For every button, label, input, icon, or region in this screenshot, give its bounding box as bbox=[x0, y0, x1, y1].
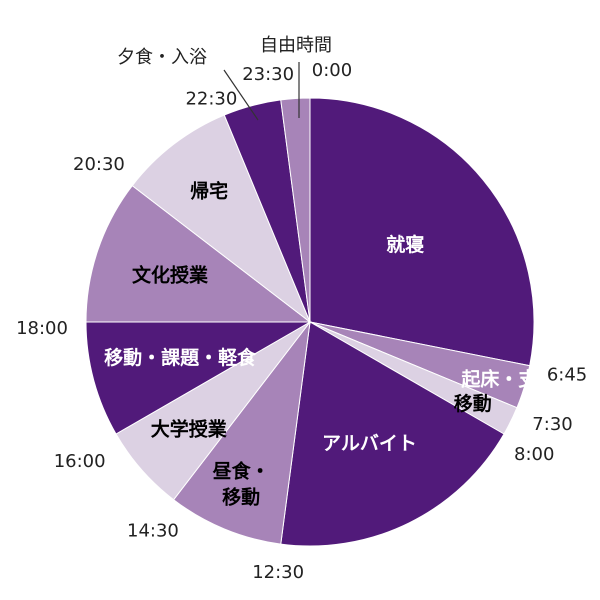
slice-label: 夕食・入浴 bbox=[117, 47, 207, 68]
time-label: 18:00 bbox=[16, 318, 68, 339]
pie-slices bbox=[85, 97, 535, 547]
slice-label: 移動 bbox=[454, 392, 492, 415]
slice-label: 大学授業 bbox=[151, 417, 228, 440]
callout-line bbox=[223, 69, 259, 121]
time-label: 7:30 bbox=[532, 414, 572, 435]
slice-label: 文化授業 bbox=[132, 263, 209, 286]
pie-slice bbox=[172, 320, 311, 545]
time-labels: 0:00 6:45 7:30 8:00 12:30 14:30 16:00 18:00 20:3… bbox=[16, 60, 587, 583]
slice-label: 自由時間 bbox=[260, 35, 332, 56]
pie-slice bbox=[280, 97, 311, 323]
time-label: 16:00 bbox=[54, 451, 106, 472]
slice-label: 移動・課題・軽食 bbox=[104, 346, 257, 369]
pie-slice bbox=[85, 321, 312, 435]
time-label: 14:30 bbox=[127, 521, 179, 542]
pie-slice bbox=[280, 321, 505, 547]
time-label: 20:30 bbox=[73, 154, 125, 175]
callout-lines bbox=[223, 62, 300, 121]
slice-label: 起床・支度 bbox=[460, 368, 557, 391]
pie-slice bbox=[85, 184, 312, 323]
time-label: 22:30 bbox=[185, 88, 237, 109]
slice-label: アルバイト bbox=[322, 433, 417, 455]
pie-slice bbox=[309, 97, 535, 367]
slice-label: 昼食・移動 bbox=[213, 459, 270, 508]
time-label: 6:45 bbox=[547, 364, 587, 385]
pie-slice bbox=[131, 114, 312, 324]
time-label: 23:30 bbox=[242, 64, 294, 85]
time-label: 0:00 bbox=[312, 60, 352, 81]
slice-label: 帰宅 bbox=[190, 179, 228, 202]
slice-label: 就寝 bbox=[386, 233, 424, 256]
time-label: 8:00 bbox=[514, 444, 554, 465]
time-label: 12:30 bbox=[252, 562, 304, 583]
